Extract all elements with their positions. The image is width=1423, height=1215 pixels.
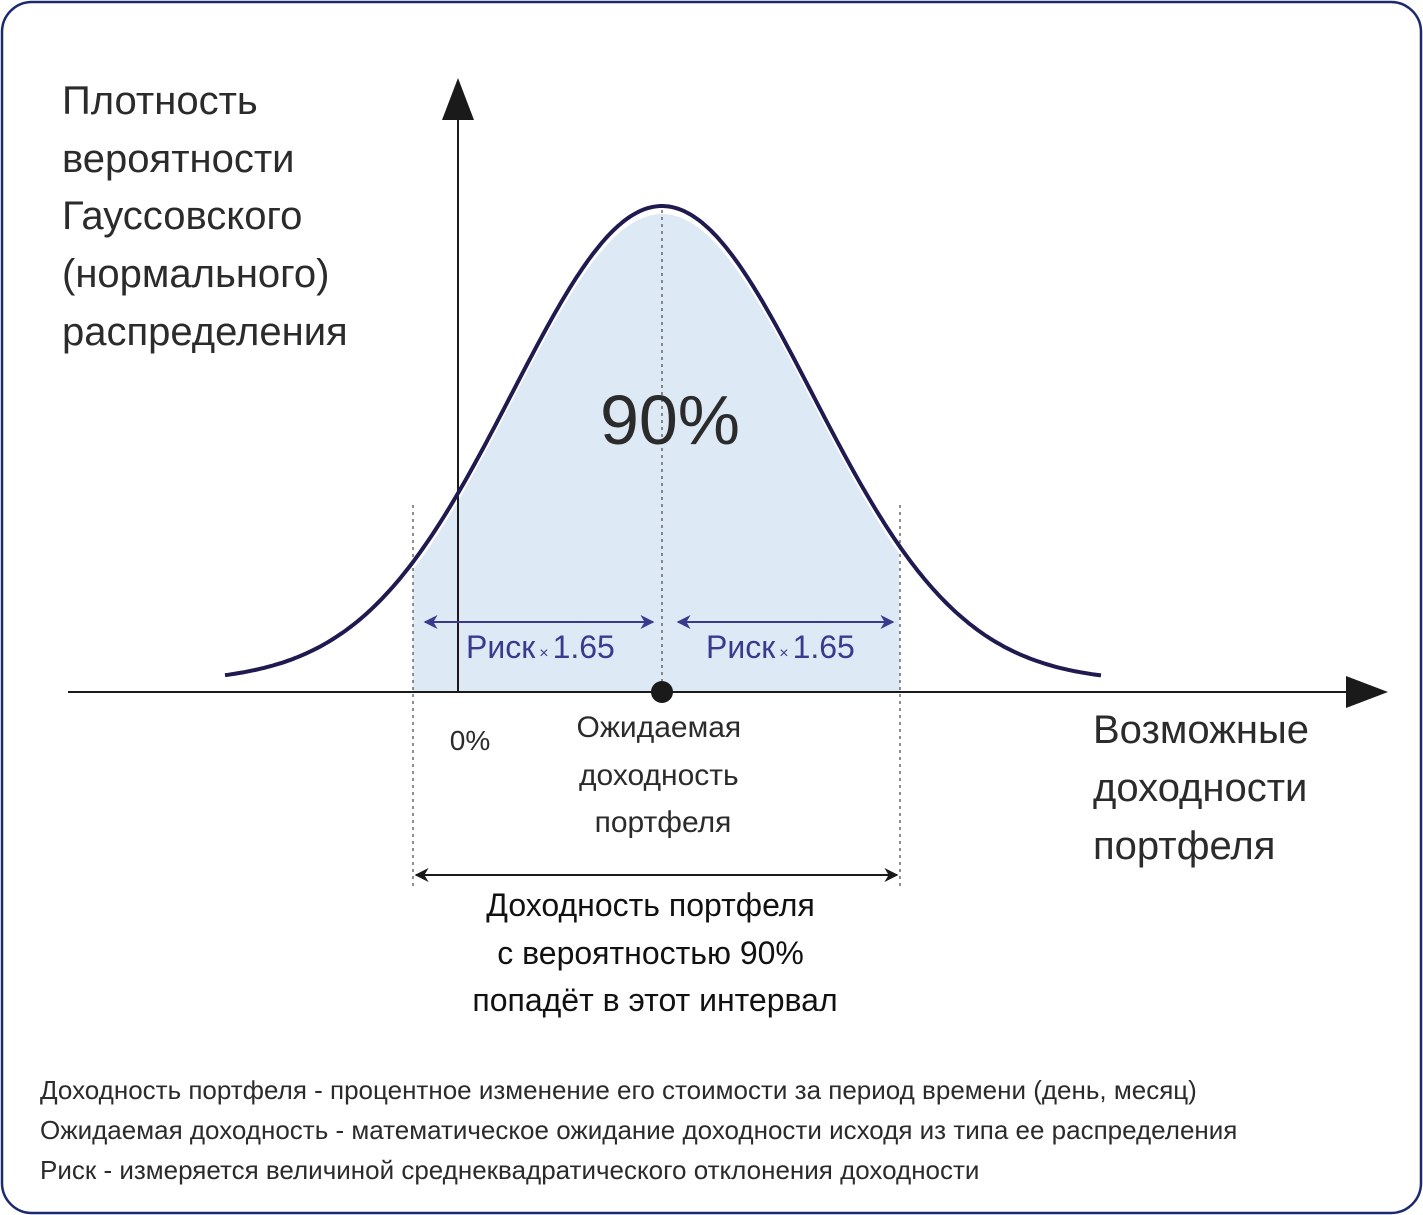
mean-label-line: портфеля bbox=[595, 806, 732, 839]
y-axis-label-line: (нормального) bbox=[62, 252, 329, 296]
risk-word: Риск bbox=[466, 629, 536, 665]
x-axis-label-line: Возможные bbox=[1093, 708, 1309, 752]
notes: Доходность портфеля - процентное изменен… bbox=[40, 1075, 1245, 1185]
risk-mult: × bbox=[539, 645, 548, 662]
x-axis-label-line: доходности bbox=[1093, 766, 1307, 810]
y-axis-label: Плотность вероятности Гауссовского (норм… bbox=[62, 79, 348, 354]
interval-label: Доходность портфеля с вероятностью 90% п… bbox=[472, 887, 837, 1018]
x-axis-label: Возможные доходности портфеля bbox=[1093, 708, 1320, 868]
x-axis-label-line: портфеля bbox=[1093, 824, 1275, 868]
interval-label-line: попадёт в этот интервал bbox=[472, 982, 837, 1018]
y-axis-label-line: распределения bbox=[62, 310, 348, 354]
risk-factor: 1.65 bbox=[793, 629, 855, 665]
note-line: Ожидаемая доходность - математическое ож… bbox=[40, 1115, 1237, 1145]
mean-label-line: Ожидаемая bbox=[577, 711, 742, 744]
probability-area bbox=[413, 214, 900, 692]
interval-label-line: Доходность портфеля bbox=[486, 887, 815, 923]
mean-point bbox=[651, 681, 673, 703]
mean-label: Ожидаемая доходность портфеля bbox=[577, 711, 750, 839]
risk-factor: 1.65 bbox=[553, 629, 615, 665]
risk-word: Риск bbox=[706, 629, 776, 665]
y-axis-label-line: Гауссовского bbox=[62, 194, 302, 238]
risk-mult: × bbox=[779, 645, 788, 662]
risk-right-label: Риск × 1.65 bbox=[706, 629, 855, 665]
y-axis-arrow bbox=[442, 78, 474, 120]
x-axis-arrow bbox=[1346, 676, 1388, 708]
gaussian-curve bbox=[224, 204, 1102, 678]
y-axis-label-line: вероятности bbox=[62, 137, 295, 181]
mean-label-line: доходность bbox=[579, 759, 739, 792]
center-label: 90% bbox=[600, 381, 740, 459]
note-line: Доходность портфеля - процентное изменен… bbox=[40, 1075, 1197, 1105]
zero-label: 0% bbox=[450, 725, 490, 756]
risk-left-label: Риск × 1.65 bbox=[466, 629, 615, 665]
interval-label-line: с вероятностью 90% bbox=[497, 935, 804, 971]
note-line: Риск - измеряется величиной среднеквадра… bbox=[40, 1155, 979, 1185]
y-axis-label-line: Плотность bbox=[62, 79, 258, 123]
